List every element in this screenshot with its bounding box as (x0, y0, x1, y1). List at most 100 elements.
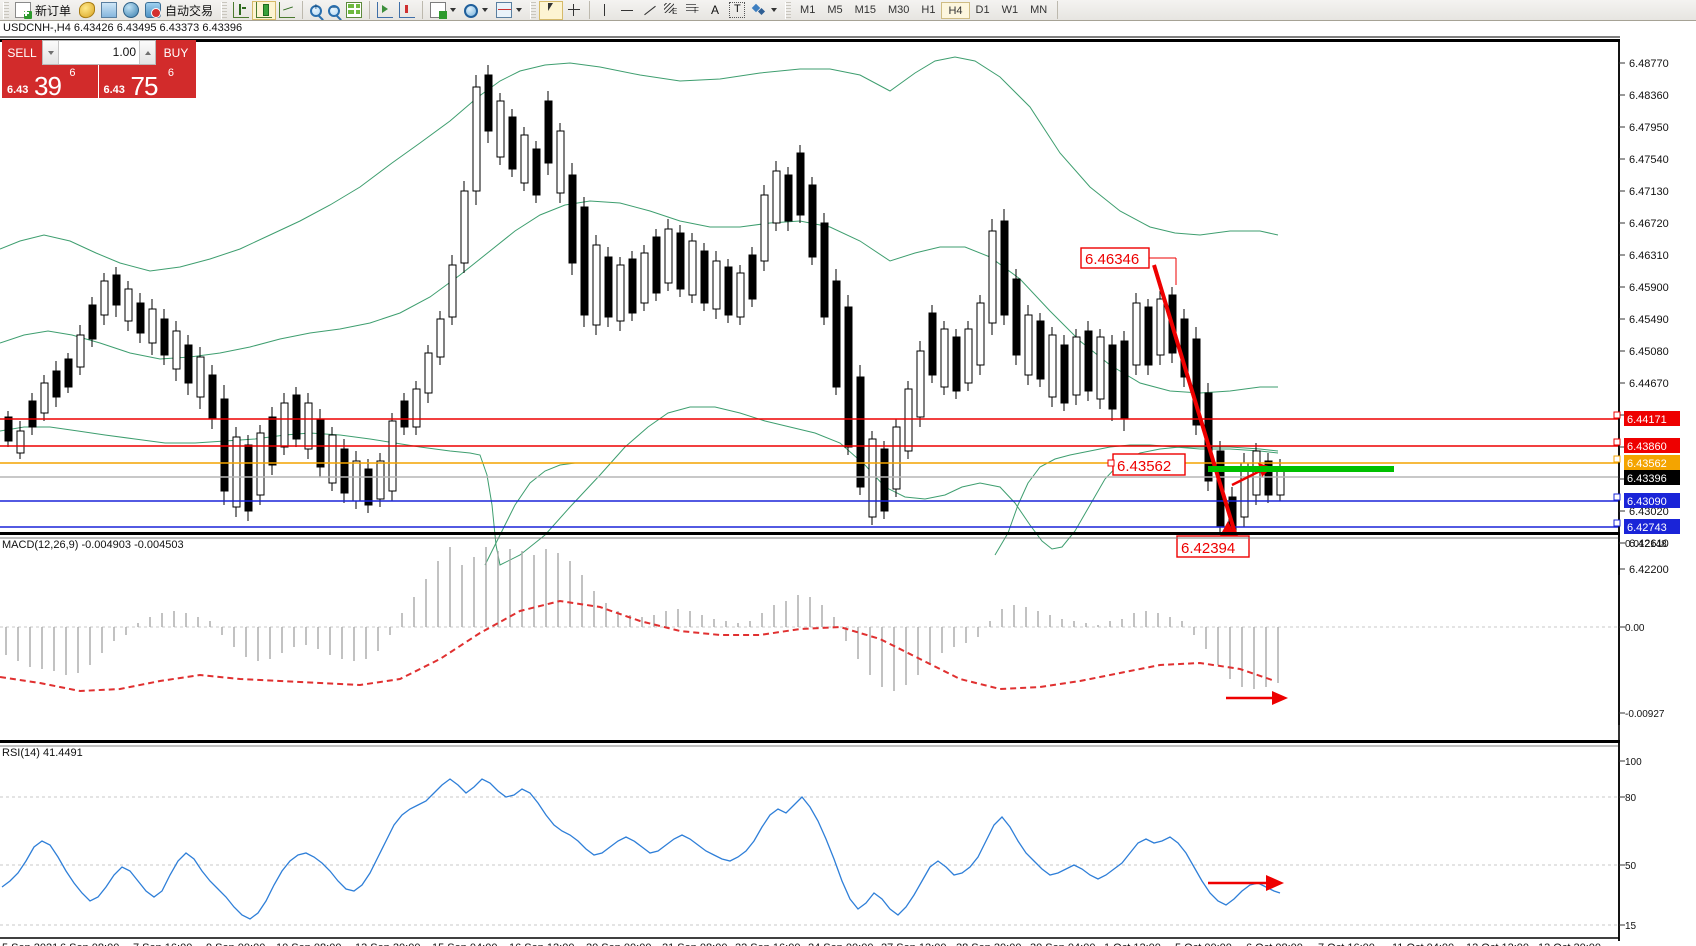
timeframe-w1[interactable]: W1 (1001, 3, 1019, 16)
crosshair-button[interactable] (563, 1, 585, 20)
toolbar-grip-2[interactable] (221, 1, 228, 19)
chevron-down-icon[interactable] (450, 8, 457, 12)
annotation-high-target[interactable]: 6.46346 (1080, 247, 1177, 285)
macd-label: MACD(12,26,9) -0.004903 -0.004503 (2, 539, 184, 551)
period-button[interactable] (461, 1, 493, 20)
chart-area[interactable]: 6.46346 6.43562 6.42394 6.48770 6.48360 … (0, 35, 1696, 946)
rsi-panel[interactable]: RSI(14) 41.4491 100 80 50 15 (0, 740, 1642, 941)
toolbar-separator-3 (422, 1, 424, 19)
toolbar-grip-3[interactable] (530, 1, 537, 19)
trendline-button[interactable] (638, 1, 660, 20)
candlestick-chart-button[interactable] (252, 0, 277, 20)
volume-increment-button[interactable] (139, 41, 155, 64)
chevron-down-icon-2[interactable] (482, 8, 489, 12)
annotation-low-target[interactable]: 6.42394 (1176, 535, 1250, 558)
chart-background (0, 35, 1696, 946)
objects-button[interactable] (748, 1, 782, 20)
buy-price-sup: 6 (167, 67, 174, 79)
equidistant-channel-button[interactable] (660, 1, 682, 20)
data-window-button[interactable] (343, 1, 365, 20)
timeframe-h4[interactable]: H4 (941, 1, 970, 19)
templates-button[interactable] (493, 1, 527, 20)
shift-start-button[interactable] (374, 1, 396, 20)
price-tick-4: 6.47130 (1629, 186, 1669, 198)
chevron-down-icon-3[interactable] (516, 8, 523, 12)
new-order-button[interactable]: 新订单 (12, 1, 76, 20)
bar-chart-button[interactable] (230, 1, 252, 20)
vertical-line-button[interactable] (594, 1, 616, 20)
timeframe-m30[interactable]: M30 (888, 3, 910, 16)
indicators-button[interactable] (427, 1, 461, 20)
equidistant-channel-icon (663, 2, 679, 18)
toolbar-separator-1 (302, 1, 304, 19)
time-tick-21: 13 Oct 20:00 (1538, 942, 1601, 946)
price-pill-resistance-1[interactable]: 6.44171 (1613, 411, 1680, 426)
price-pill-resistance-2[interactable]: 6.43860 (1613, 438, 1680, 453)
time-tick-2: 7 Sep 16:00 (133, 942, 192, 946)
price-pill-support-2[interactable]: 6.42743 (1613, 519, 1680, 534)
sell-price-big: 39 (34, 71, 62, 101)
candlestick-chart-icon (256, 2, 273, 18)
one-click-trading-panel[interactable]: SELL 1.00 BUY 6.43 39 6 6.43 75 6 (2, 40, 196, 101)
oct-top-row[interactable]: SELL 1.00 BUY (2, 40, 196, 65)
text-box-button[interactable] (726, 1, 748, 20)
shift-end-button[interactable] (396, 1, 418, 20)
macd-red-arrow[interactable] (1226, 691, 1288, 705)
macd-panel[interactable]: MACD(12,26,9) -0.004903 -0.004503 0.0121… (0, 532, 1667, 725)
time-tick-5: 13 Sep 20:00 (355, 942, 420, 946)
market-watch-button[interactable] (120, 1, 142, 20)
terminal-window-button[interactable] (98, 1, 120, 20)
rsi-tick-1: 80 (1625, 793, 1637, 804)
horizontal-line-button[interactable] (616, 1, 638, 20)
coin-button[interactable] (76, 0, 98, 20)
macd-tick-2: -0.00927 (1625, 709, 1665, 720)
timeframe-m1[interactable]: M1 (800, 3, 816, 16)
volume-stepper[interactable]: 1.00 (42, 40, 156, 65)
zoom-in-button[interactable] (307, 1, 325, 20)
fibonacci-icon (685, 2, 701, 18)
buy-button[interactable]: BUY (156, 40, 196, 65)
timeframe-h1[interactable]: H1 (921, 3, 936, 16)
macd-signal-line (0, 599, 1276, 693)
annotation-low-target-text: 6.42394 (1181, 540, 1235, 557)
macd-tick-0: 0.012148 (1625, 539, 1667, 550)
volume-input[interactable]: 1.00 (112, 45, 136, 59)
price-pill-current[interactable]: 6.43396 (1624, 470, 1680, 485)
time-axis[interactable]: 5 Sep 2021 6 Sep 08:00 7 Sep 16:00 9 Sep… (0, 937, 1619, 946)
timeframe-m5[interactable]: M5 (827, 3, 843, 16)
window-icon (101, 2, 118, 18)
toolbar-grip[interactable] (3, 1, 9, 19)
oct-price-row[interactable]: 6.43 39 6 6.43 75 6 (2, 65, 196, 101)
time-tick-16: 5 Oct 00:00 (1175, 942, 1232, 946)
time-tick-11: 24 Sep 00:00 (808, 942, 873, 946)
cursor-button[interactable] (539, 0, 564, 20)
text-label-button[interactable] (704, 1, 726, 20)
rsi-label: RSI(14) 41.4491 (2, 747, 83, 759)
timeframe-d1[interactable]: D1 (975, 3, 990, 16)
sell-button[interactable]: SELL (2, 40, 42, 65)
time-tick-18: 7 Oct 16:00 (1318, 942, 1375, 946)
chart-svg[interactable]: 6.46346 6.43562 6.42394 6.48770 6.48360 … (0, 35, 1696, 946)
period-clock-icon (464, 3, 479, 18)
price-pill-pivot[interactable]: 6.43562 (1613, 455, 1680, 470)
rsi-red-arrow[interactable] (1208, 875, 1284, 891)
volume-decrement-button[interactable] (43, 41, 59, 64)
symbol-ohlc-line: USDCNH-,H4 6.43426 6.43495 6.43373 6.433… (3, 22, 243, 34)
price-tick-14: 6.43020 (1629, 506, 1669, 518)
line-chart-button[interactable] (276, 1, 298, 20)
chevron-down-icon-4[interactable] (771, 8, 778, 12)
timeframe-mn[interactable]: MN (1030, 3, 1048, 16)
chevron-down-icon-volume (47, 50, 54, 55)
main-toolbar[interactable]: 新订单 自动交易 M1 M5 M15 M30 H1 (0, 0, 1696, 21)
zoom-out-button[interactable] (325, 1, 343, 20)
fibonacci-button[interactable] (682, 1, 704, 20)
shift-start-icon (377, 2, 394, 18)
sell-price-display[interactable]: 6.43 39 6 (2, 65, 98, 101)
toolbar-grip-4[interactable] (785, 1, 792, 19)
buy-price-display[interactable]: 6.43 75 6 (98, 65, 196, 101)
price-tick-9: 6.45080 (1629, 346, 1669, 358)
auto-trading-button[interactable]: 自动交易 (142, 1, 218, 20)
annotation-pivot[interactable]: 6.43562 (1107, 453, 1186, 476)
price-pill-support-1[interactable]: 6.43090 (1613, 493, 1680, 508)
timeframe-m15[interactable]: M15 (854, 3, 876, 16)
